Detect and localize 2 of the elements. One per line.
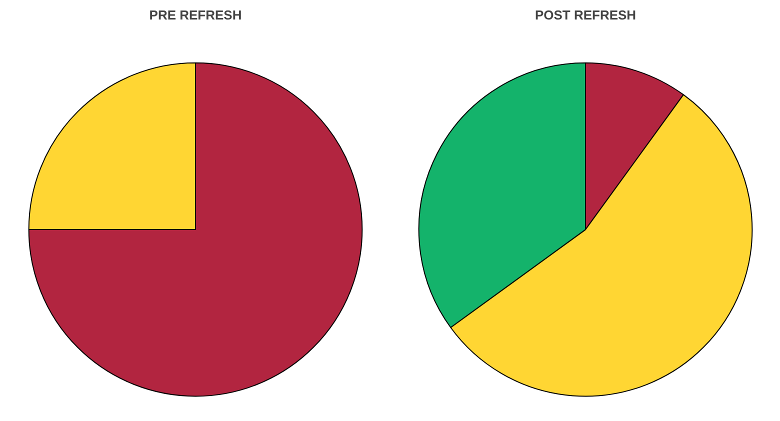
chart-title: POST REFRESH [534, 8, 636, 22]
chart-title: PRE REFRESH [149, 8, 242, 22]
